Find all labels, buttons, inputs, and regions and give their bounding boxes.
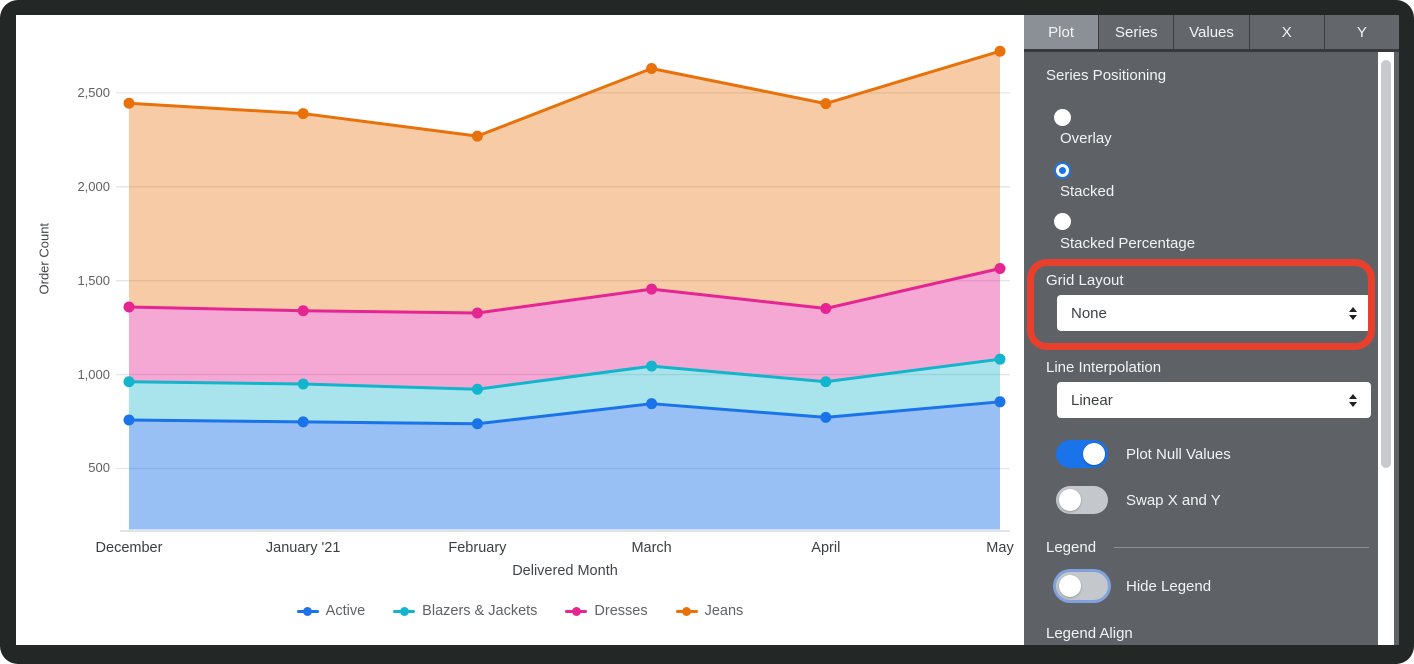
legend-marker-icon xyxy=(565,606,588,616)
legend-label: Active xyxy=(325,603,366,619)
radio-stacked-percentage-label[interactable]: Stacked Percentage xyxy=(1060,235,1196,252)
x-tick-label: January '21 xyxy=(265,540,341,556)
radio-stacked-percentage[interactable] xyxy=(1054,213,1071,230)
legend-item[interactable]: Jeans xyxy=(675,603,744,619)
legend-section-label: Legend xyxy=(1046,539,1097,556)
stacked-area-chart xyxy=(116,45,1010,532)
x-tick-label: April xyxy=(811,540,841,556)
radio-stacked-label[interactable]: Stacked xyxy=(1060,183,1115,200)
legend-item[interactable]: Active xyxy=(296,603,366,619)
x-tick-label: February xyxy=(448,540,507,556)
legend-item[interactable]: Blazers & Jackets xyxy=(393,603,537,619)
x-tick-label: May xyxy=(986,540,1014,556)
plot-null-values-toggle[interactable] xyxy=(1056,440,1108,468)
legend-marker-icon xyxy=(675,606,698,616)
hide-legend-label: Hide Legend xyxy=(1126,578,1212,595)
swap-x-y-label: Swap X and Y xyxy=(1126,492,1221,509)
toggle-knob xyxy=(1059,489,1081,511)
grid-layout-dropdown[interactable]: None xyxy=(1057,295,1371,331)
toggle-knob xyxy=(1083,443,1105,465)
chart-legend: Active Blazers & Jackets Dresses Jeans xyxy=(16,603,1024,619)
y-tick-label: 2,500 xyxy=(77,84,110,100)
tab-y[interactable]: Y xyxy=(1356,23,1367,41)
plot-null-values-label: Plot Null Values xyxy=(1126,446,1231,463)
series-positioning-label: Series Positioning xyxy=(1046,67,1167,84)
tab-underline xyxy=(1024,49,1399,52)
radio-stacked[interactable] xyxy=(1054,162,1071,179)
y-tick-label: 2,000 xyxy=(77,178,110,194)
chart-area: 500 1,000 1,500 2,000 2,500 December January … xyxy=(16,15,1024,645)
y-tick-label: 1,000 xyxy=(77,366,110,382)
legend-marker-icon xyxy=(296,606,319,616)
window-content: 500 1,000 1,500 2,000 2,500 December January … xyxy=(16,15,1399,645)
legend-label: Blazers & Jackets xyxy=(422,603,538,619)
grid-layout-value: None xyxy=(1071,304,1107,322)
radio-overlay-label[interactable]: Overlay xyxy=(1060,130,1112,147)
toggle-knob xyxy=(1059,575,1081,597)
swap-x-y-toggle[interactable] xyxy=(1056,486,1108,514)
line-interpolation-value: Linear xyxy=(1071,391,1113,409)
x-tick-label: December xyxy=(95,540,163,556)
legend-marker-icon xyxy=(393,606,416,616)
scrollbar-thumb[interactable] xyxy=(1381,60,1391,468)
settings-panel: Plot Series Values X Y Series Positionin… xyxy=(1024,15,1399,645)
hide-legend-toggle[interactable] xyxy=(1056,572,1108,600)
legend-label: Dresses xyxy=(594,603,648,619)
y-tick-label: 500 xyxy=(88,460,110,476)
tab-x[interactable]: X xyxy=(1250,15,1325,49)
radio-overlay[interactable] xyxy=(1054,109,1071,126)
tab-series[interactable]: Series xyxy=(1099,15,1175,49)
line-interpolation-label: Line Interpolation xyxy=(1046,359,1162,376)
grid-layout-label: Grid Layout xyxy=(1046,272,1124,289)
tab-plot[interactable]: Plot xyxy=(1024,15,1100,49)
legend-label: Jeans xyxy=(704,603,744,619)
x-axis-title: Delivered Month xyxy=(512,563,618,579)
legend-align-label: Legend Align xyxy=(1046,625,1133,642)
y-tick-label: 1,500 xyxy=(77,272,110,288)
x-tick-label: March xyxy=(631,540,672,556)
updown-arrows-icon xyxy=(1349,393,1357,407)
updown-arrows-icon xyxy=(1349,306,1357,320)
tab-values[interactable]: Values xyxy=(1174,15,1250,49)
line-interpolation-dropdown[interactable]: Linear xyxy=(1057,382,1371,418)
legend-section-divider xyxy=(1114,547,1369,548)
scrollbar-track[interactable] xyxy=(1378,52,1394,645)
panel-tabs: Plot Series Values X Y xyxy=(1024,15,1399,49)
y-axis-title: Order Count xyxy=(36,222,52,295)
legend-item[interactable]: Dresses xyxy=(565,603,648,619)
